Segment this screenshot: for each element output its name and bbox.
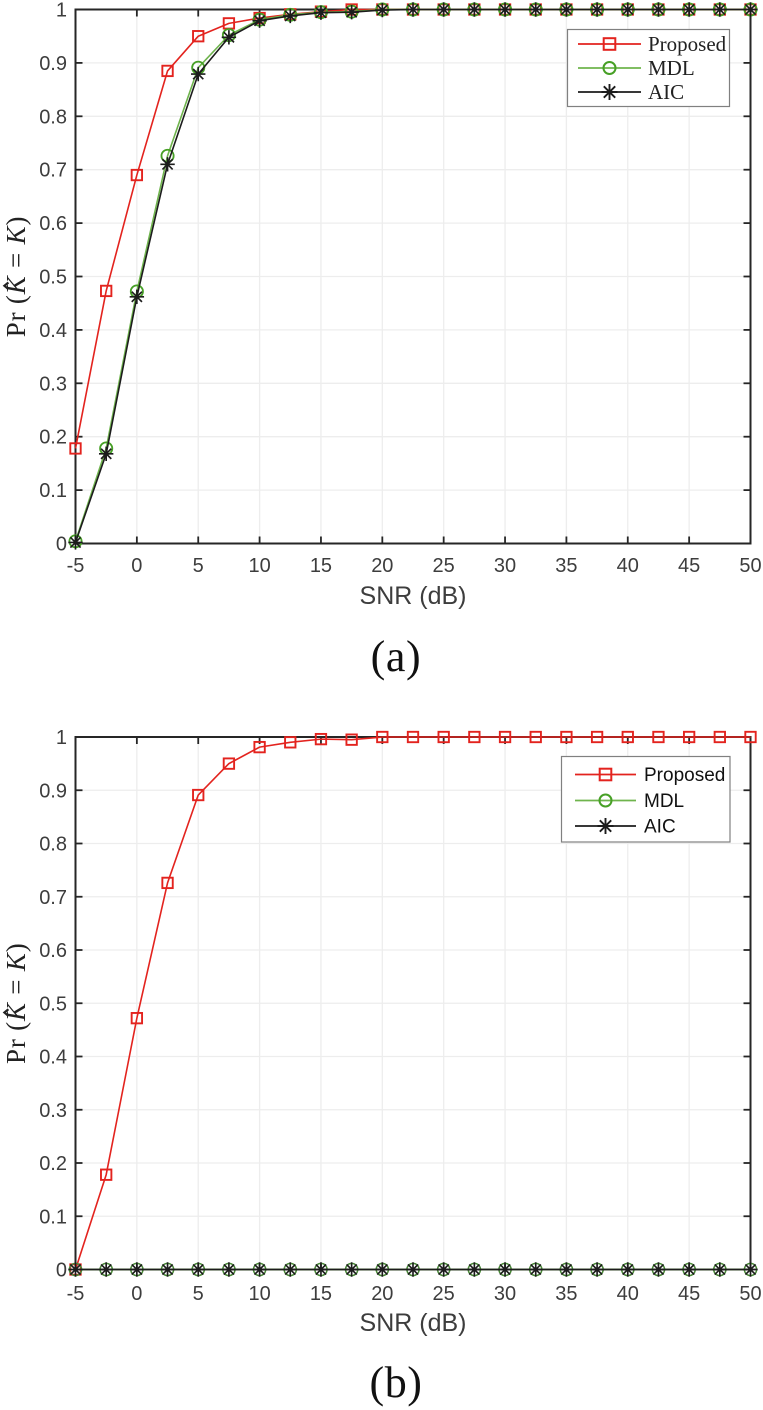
svg-text:0.9: 0.9: [39, 780, 67, 802]
svg-text:Proposed: Proposed: [648, 32, 727, 56]
svg-text:1: 1: [56, 727, 67, 749]
svg-text:0: 0: [56, 1260, 67, 1282]
svg-text:35: 35: [555, 1283, 577, 1305]
svg-text:AIC: AIC: [644, 817, 676, 838]
svg-text:Pr (K = K): Pr (K = K): [1, 216, 31, 338]
svg-text:Pr (K = K): Pr (K = K): [1, 942, 31, 1064]
svg-text:1: 1: [56, 0, 67, 22]
svg-text:20: 20: [371, 555, 393, 577]
svg-text:0.3: 0.3: [39, 1100, 67, 1122]
svg-text:10: 10: [248, 1283, 270, 1305]
svg-text:0.1: 0.1: [39, 480, 67, 502]
svg-text:30: 30: [494, 555, 516, 577]
svg-text:5: 5: [193, 1283, 204, 1305]
svg-text:-5: -5: [67, 555, 85, 577]
svg-text:10: 10: [248, 555, 270, 577]
svg-text:50: 50: [739, 1283, 761, 1305]
svg-text:0.6: 0.6: [39, 213, 67, 235]
svg-text:Proposed: Proposed: [644, 765, 725, 786]
svg-text:15: 15: [310, 555, 332, 577]
svg-text:40: 40: [617, 555, 639, 577]
svg-text:0.2: 0.2: [39, 1153, 67, 1175]
svg-text:0.3: 0.3: [39, 373, 67, 395]
svg-text:40: 40: [617, 1283, 639, 1305]
svg-text:(a): (a): [371, 632, 422, 681]
svg-text:0.8: 0.8: [39, 106, 67, 128]
svg-text:0: 0: [131, 555, 142, 577]
svg-text:50: 50: [739, 555, 761, 577]
svg-text:AIC: AIC: [648, 80, 684, 104]
svg-text:5: 5: [193, 555, 204, 577]
svg-text:45: 45: [678, 1283, 700, 1305]
svg-text:25: 25: [433, 1283, 455, 1305]
svg-text:0.2: 0.2: [39, 427, 67, 449]
svg-text:0.1: 0.1: [39, 1206, 67, 1228]
svg-text:0.4: 0.4: [39, 320, 67, 342]
svg-text:35: 35: [555, 555, 577, 577]
svg-text:0: 0: [56, 534, 67, 556]
svg-text:20: 20: [371, 1283, 393, 1305]
svg-text:SNR (dB): SNR (dB): [360, 1309, 467, 1337]
svg-text:MDL: MDL: [644, 791, 684, 812]
svg-text:SNR (dB): SNR (dB): [360, 582, 467, 610]
svg-text:0.7: 0.7: [39, 160, 67, 182]
svg-text:0.7: 0.7: [39, 887, 67, 909]
svg-text:-5: -5: [67, 1283, 85, 1305]
svg-text:15: 15: [310, 1283, 332, 1305]
svg-text:0.4: 0.4: [39, 1047, 67, 1069]
svg-text:MDL: MDL: [648, 56, 695, 80]
svg-text:0.5: 0.5: [39, 993, 67, 1015]
svg-text:0.8: 0.8: [39, 834, 67, 856]
svg-text:0.9: 0.9: [39, 53, 67, 75]
svg-text:(b): (b): [369, 1358, 422, 1407]
svg-text:0: 0: [131, 1283, 142, 1305]
svg-text:0.5: 0.5: [39, 267, 67, 289]
svg-text:45: 45: [678, 555, 700, 577]
svg-text:25: 25: [433, 555, 455, 577]
svg-text:0.6: 0.6: [39, 940, 67, 962]
svg-text:30: 30: [494, 1283, 516, 1305]
